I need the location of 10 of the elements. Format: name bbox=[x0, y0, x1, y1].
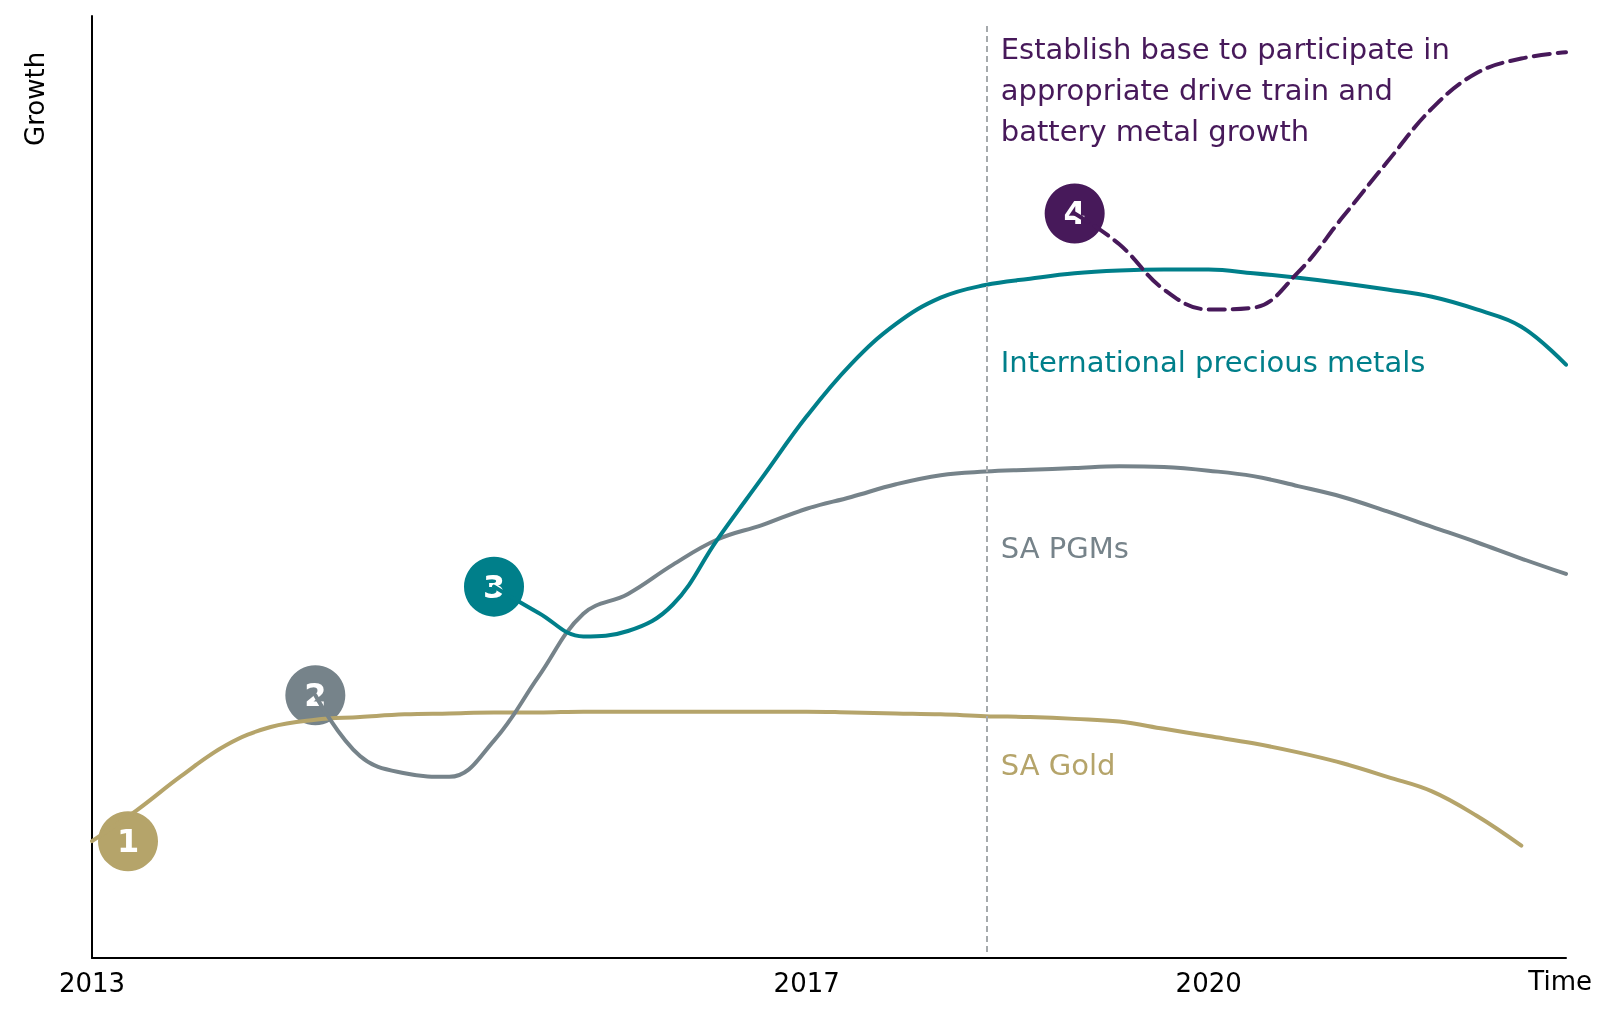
text: SA PGMs bbox=[1000, 531, 1129, 566]
annotation: 1 bbox=[116, 822, 140, 861]
series-label: SA Gold bbox=[1000, 747, 1116, 782]
x-tick-label: 2020 bbox=[1175, 968, 1242, 998]
series-label: Establish base to participate in appropriate drive train and battery metal growth bbox=[1000, 31, 1459, 148]
series-label: International precious metals bbox=[1000, 344, 1426, 379]
y-axis-title: Growth bbox=[20, 51, 50, 146]
x-tick-label: 2013 bbox=[58, 968, 126, 998]
x-axis-title: Time bbox=[1527, 966, 1593, 996]
x-tick-label: 2017 bbox=[773, 968, 840, 998]
